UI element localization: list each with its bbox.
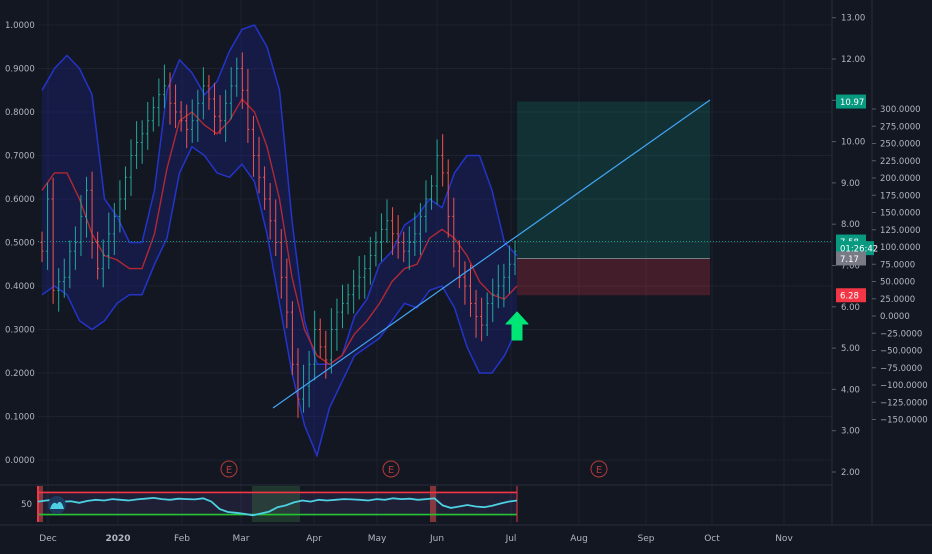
overbought-zone [430, 486, 436, 522]
left-axis: 1.0000 0.9000 0.8000 0.7000 0.6000 0.5000 0.40… [5, 21, 35, 466]
price-axis-tick: 10.00 [841, 138, 865, 148]
price-label-bg [836, 94, 866, 109]
percent-axis-tick: 225.0000 [880, 157, 921, 167]
percent-axis-tick: 100.0000 [880, 243, 921, 253]
time-axis-tick: Aug [570, 534, 588, 544]
time-axis-tick: Apr [306, 534, 322, 544]
earnings-marker-label: E [226, 465, 232, 476]
candles [40, 52, 517, 418]
band-fill [42, 25, 517, 456]
price-axis-tick: 7.00 [841, 262, 860, 272]
percent-axis-tick: −75.0000 [880, 364, 922, 374]
band-upper [41, 24, 518, 366]
left-axis-tick: 0.0000 [5, 456, 35, 466]
percent-axis-tick: −50.0000 [880, 347, 922, 357]
position-loss-zone[interactable] [517, 258, 710, 296]
time-axis-tick: Oct [704, 534, 720, 544]
price-label-bg [836, 251, 866, 266]
percent-axis-tick: −125.0000 [880, 398, 928, 408]
percent-axis-tick: 75.0000 [880, 260, 915, 270]
price-label: 6.28 [840, 292, 859, 302]
percent-axis-tick: 0.0000 [880, 312, 910, 322]
percent-axis-tick: 150.0000 [880, 209, 921, 219]
left-axis-tick: 1.0000 [5, 21, 35, 31]
position-profit-zone[interactable] [517, 101, 710, 259]
price-labels: 10.977.5801:26:427.176.28 [836, 94, 878, 303]
price-label-bg [836, 288, 866, 303]
price-axis-tick: 12.00 [841, 55, 865, 65]
left-axis-tick: 0.1000 [5, 413, 35, 423]
oscillator-line [37, 496, 518, 517]
time-axis-tick: Jun [429, 534, 444, 544]
left-axis-tick: 0.3000 [5, 326, 35, 336]
earnings-marker[interactable] [382, 460, 400, 478]
indicator-logo-shape [50, 501, 64, 509]
overbought-zone [38, 486, 43, 522]
time-axis-tick: May [368, 534, 387, 544]
left-axis-tick: 0.5000 [5, 239, 35, 249]
percent-axis[interactable]: 300.0000 275.0000 250.0000 225.0000 200.0000… [871, 0, 928, 525]
time-axis-tick: Nov [775, 534, 793, 544]
percent-axis-tick: −25.0000 [880, 329, 922, 339]
price-axis-tick: 6.00 [841, 303, 860, 313]
percent-axis-tick: −150.0000 [880, 416, 928, 426]
percent-axis-tick: −100.0000 [880, 381, 928, 391]
left-axis-tick: 0.8000 [5, 108, 35, 118]
percent-axis-tick: 125.0000 [880, 226, 921, 236]
percent-axis-tick: 200.0000 [880, 174, 921, 184]
band-lower [41, 145, 518, 458]
price-axis-tick: 4.00 [841, 385, 860, 395]
price-axis-tick: 5.00 [841, 344, 860, 354]
drawings[interactable] [272, 99, 711, 409]
percent-axis-tick: 25.0000 [880, 295, 915, 305]
trend-line[interactable] [272, 99, 711, 409]
oversold-zone [252, 486, 300, 522]
band-basis [41, 97, 518, 366]
oscillator-pane: 50 [0, 484, 832, 522]
left-axis-tick: 0.6000 [5, 195, 35, 205]
time-axis-tick: 2020 [105, 534, 130, 544]
price-axis[interactable]: 13.0012.0011.0010.009.008.007.006.005.00… [831, 0, 865, 525]
time-axis[interactable]: Dec 2020 Feb Mar Apr May Jun Jul Aug Sep Oct Nov [0, 524, 932, 544]
bollinger-bands [41, 24, 518, 458]
percent-axis-tick: 275.0000 [880, 122, 921, 132]
long-position-tool[interactable] [38, 101, 832, 296]
left-axis-tick: 0.7000 [5, 152, 35, 162]
oscillator-level-label: 50 [21, 500, 32, 510]
price-axis-tick: 13.00 [841, 14, 865, 24]
percent-axis-tick: 250.0000 [880, 140, 921, 150]
percent-axis-tick: 300.0000 [880, 105, 921, 115]
left-axis-tick: 0.4000 [5, 282, 35, 292]
percent-axis-tick: 50.0000 [880, 278, 915, 288]
price-axis-tick: 2.00 [841, 468, 860, 478]
price-axis-tick: 8.00 [841, 220, 860, 230]
left-axis-tick: 0.2000 [5, 369, 35, 379]
time-axis-tick: Sep [638, 534, 655, 544]
time-axis-tick: Jul [505, 534, 517, 544]
price-label: 10.97 [840, 98, 864, 108]
up-arrow-icon[interactable] [505, 311, 529, 341]
earnings-marker-label: E [388, 465, 394, 476]
time-axis-tick: Dec [39, 534, 56, 544]
price-label: 01:26:42 [840, 245, 878, 255]
percent-axis-tick: 175.0000 [880, 191, 921, 201]
left-axis-tick: 0.9000 [5, 65, 35, 75]
price-label: 7.17 [840, 255, 859, 265]
earnings-marker-label: E [596, 465, 602, 476]
price-axis-tick: 9.00 [841, 179, 860, 189]
price-axis-tick: 3.00 [841, 427, 860, 437]
earnings-marker[interactable] [590, 460, 608, 478]
time-axis-tick: Feb [174, 534, 190, 544]
time-axis-tick: Mar [233, 534, 250, 544]
earnings-marker[interactable] [220, 460, 238, 478]
